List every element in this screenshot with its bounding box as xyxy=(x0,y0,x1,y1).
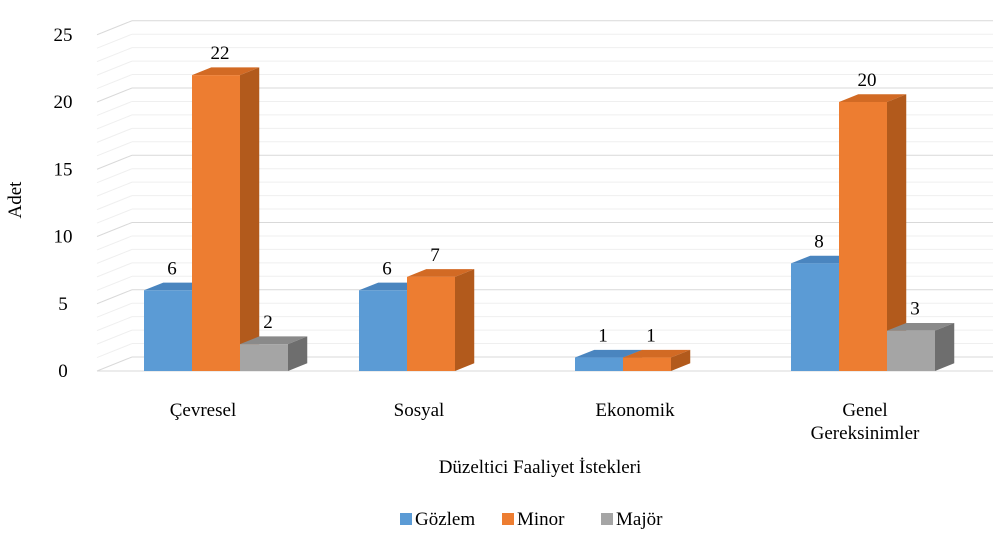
minor-gridline-slant xyxy=(96,195,133,211)
bar xyxy=(575,357,623,371)
bar xyxy=(144,290,192,371)
bar-top-face xyxy=(407,269,475,277)
legend-label: Gözlem xyxy=(415,509,475,530)
legend-swatch xyxy=(502,513,514,525)
bars xyxy=(144,67,955,372)
minor-gridline-slant xyxy=(96,33,133,49)
bar-top-face xyxy=(192,67,260,76)
gridline-slant xyxy=(96,154,133,170)
minor-gridline-slant xyxy=(96,208,133,224)
bar xyxy=(192,75,240,371)
bar xyxy=(407,276,455,371)
x-axis: Çevresel Sosyal Ekonomik Genel Gereksinimler xyxy=(170,400,920,444)
y-tick-label: 25 xyxy=(54,25,73,46)
minor-gridline-slant xyxy=(96,329,133,345)
minor-gridline-slant xyxy=(96,248,133,264)
bar-side-face xyxy=(935,322,955,371)
bar xyxy=(359,290,407,371)
minor-gridline-slant xyxy=(96,74,133,90)
y-axis: 0 5 10 15 20 25 xyxy=(54,25,73,382)
minor-gridline-slant xyxy=(96,316,133,332)
category-label: Sosyal xyxy=(394,400,445,421)
bar xyxy=(839,102,887,371)
data-label: 1 xyxy=(646,326,656,347)
data-label: 22 xyxy=(211,43,230,64)
minor-gridline-slant xyxy=(96,262,133,278)
y-tick-label: 0 xyxy=(58,361,68,382)
x-axis-title: Düzeltici Faaliyet İstekleri xyxy=(439,457,642,478)
legend-swatch xyxy=(601,513,613,525)
y-tick-label: 10 xyxy=(54,227,73,248)
category-label: Genel Gereksinimler xyxy=(811,400,920,444)
data-label: 8 xyxy=(814,231,824,252)
minor-gridline-slant xyxy=(96,235,133,251)
category-label: Çevresel xyxy=(170,400,236,421)
data-label: 3 xyxy=(910,299,920,320)
bar-top-face xyxy=(839,94,907,102)
data-label: 7 xyxy=(430,245,440,266)
bar xyxy=(791,263,839,371)
bar-side-face xyxy=(887,94,907,372)
bar xyxy=(240,344,288,371)
minor-gridline-slant xyxy=(96,47,133,63)
gridline-slant xyxy=(96,87,133,103)
bar-top-face xyxy=(575,349,643,358)
legend-item: Gözlem xyxy=(400,509,475,530)
legend-label: Majör xyxy=(616,509,663,530)
minor-gridline-slant xyxy=(96,141,133,157)
y-tick-label: 20 xyxy=(54,92,73,113)
legend-item: Minor xyxy=(502,509,565,530)
bar-top-face xyxy=(887,322,955,331)
bar xyxy=(623,357,671,371)
bar-side-face xyxy=(240,67,260,372)
bar-side-face xyxy=(455,269,475,371)
minor-gridline-slant xyxy=(96,100,133,116)
bar-side-face xyxy=(288,336,308,371)
bar xyxy=(887,330,935,371)
bar-top-face xyxy=(623,349,691,358)
legend: Gözlem Minor Majör xyxy=(400,509,663,530)
minor-gridline-slant xyxy=(96,127,133,143)
bar-side-face xyxy=(671,349,691,371)
y-tick-label: 5 xyxy=(58,294,68,315)
minor-gridline-slant xyxy=(96,60,133,76)
data-label: 1 xyxy=(598,326,608,347)
legend-item: Majör xyxy=(601,509,663,530)
gridline-slant xyxy=(96,356,133,372)
legend-swatch xyxy=(400,513,412,525)
category-label: Ekonomik xyxy=(595,400,675,421)
minor-gridline-slant xyxy=(96,302,133,318)
data-label: 2 xyxy=(263,312,273,333)
gridline-slant xyxy=(96,222,133,237)
minor-gridline-slant xyxy=(96,343,133,359)
y-tick-label: 15 xyxy=(54,159,73,180)
gridline-slant xyxy=(96,289,133,305)
data-label: 20 xyxy=(858,70,877,91)
minor-gridline-slant xyxy=(96,168,133,184)
data-label: 6 xyxy=(167,258,177,279)
y-axis-title: Adet xyxy=(5,181,26,219)
data-label: 6 xyxy=(382,258,392,279)
minor-gridline-slant xyxy=(96,181,133,197)
minor-gridline-slant xyxy=(96,275,133,291)
minor-gridline-slant xyxy=(96,114,133,130)
gridline-slant xyxy=(96,20,133,36)
legend-label: Minor xyxy=(517,509,565,530)
bar-top-face xyxy=(240,336,308,345)
